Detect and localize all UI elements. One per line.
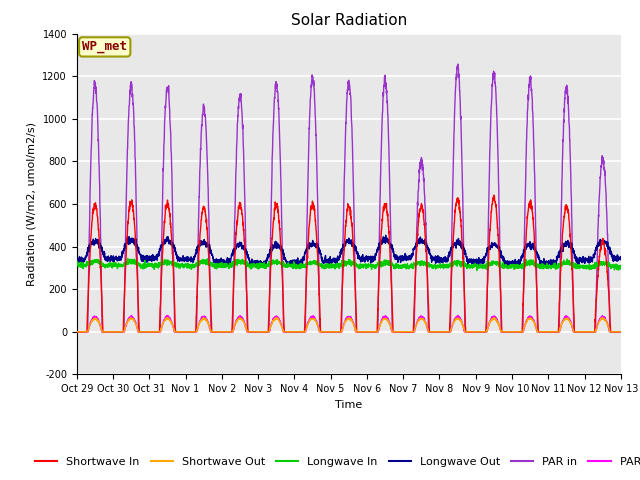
X-axis label: Time: Time	[335, 400, 362, 409]
Legend: Shortwave In, Shortwave Out, Longwave In, Longwave Out, PAR in, PAR out: Shortwave In, Shortwave Out, Longwave In…	[31, 452, 640, 471]
Y-axis label: Radiation (W/m2, umol/m2/s): Radiation (W/m2, umol/m2/s)	[27, 122, 37, 286]
Title: Solar Radiation: Solar Radiation	[291, 13, 407, 28]
Text: WP_met: WP_met	[82, 40, 127, 53]
